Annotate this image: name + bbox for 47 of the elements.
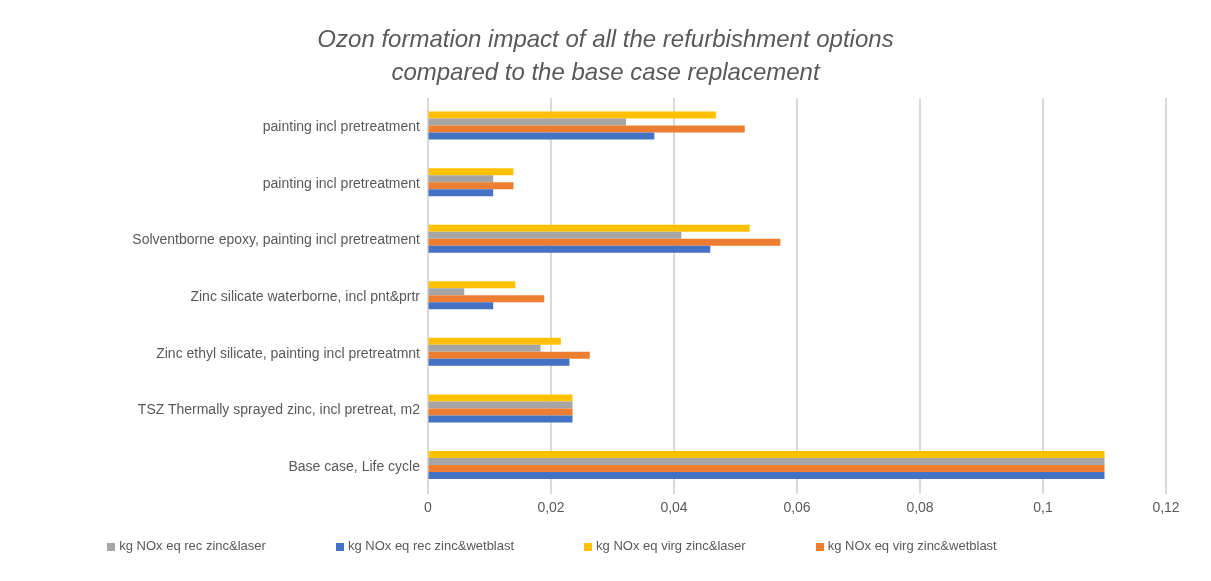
bar <box>428 125 745 133</box>
bar <box>428 231 682 239</box>
bar <box>428 465 1105 473</box>
bar <box>428 415 573 423</box>
bar <box>428 224 750 232</box>
bar <box>428 351 590 359</box>
x-tick-label: 0 <box>424 498 433 515</box>
x-tick-label: 0,1 <box>1033 498 1053 515</box>
legend-label: kg NOx eq virg zinc&laser <box>596 538 746 553</box>
legend-label: kg NOx eq rec zinc&wetblast <box>347 538 515 553</box>
bar <box>428 189 494 197</box>
bar <box>428 245 711 253</box>
y-tick-label: Solventborne epoxy, painting incl pretreatment <box>132 231 421 248</box>
bar <box>428 451 1105 459</box>
bar <box>428 337 561 345</box>
x-tick-label: 0,12 <box>1152 498 1180 515</box>
legend-label: kg NOx eq rec zinc&laser <box>119 538 266 553</box>
bar <box>428 182 514 190</box>
bar <box>428 111 716 119</box>
y-tick-label: TSZ Thermally sprayed zinc, incl pretreat, m2 <box>137 401 421 418</box>
x-tick-label: 0,04 <box>660 498 688 515</box>
bar <box>428 132 655 140</box>
bar <box>428 295 545 303</box>
bar <box>428 281 516 289</box>
bar <box>428 175 494 183</box>
bar <box>428 238 781 246</box>
bar <box>428 358 570 366</box>
y-tick-label: painting incl pretreatment <box>262 174 421 191</box>
bar <box>428 344 541 352</box>
x-tick-label: 0,08 <box>906 498 934 515</box>
bar <box>428 472 1105 480</box>
bar <box>428 302 494 310</box>
chart-title: Ozon formation impact of all the refurbishment options compared to the base case replacement <box>316 24 895 87</box>
bar <box>428 118 627 126</box>
y-tick-label: Base case, Life cycle <box>288 457 421 474</box>
bar <box>428 458 1105 466</box>
x-tick-label: 0,06 <box>783 498 811 515</box>
legend-label: kg NOx eq virg zinc&wetblast <box>827 538 997 553</box>
y-tick-label: Zinc silicate waterborne, incl pnt&prtr <box>190 287 421 304</box>
bar <box>428 288 465 296</box>
bar <box>428 168 514 176</box>
bar <box>428 394 573 402</box>
bar <box>428 408 573 416</box>
y-tick-label: Zinc ethyl silicate, painting incl pretreatmnt <box>156 344 421 361</box>
y-tick-label: painting incl pretreatment <box>262 118 421 135</box>
x-tick-label: 0,02 <box>537 498 565 515</box>
bar <box>428 401 573 409</box>
